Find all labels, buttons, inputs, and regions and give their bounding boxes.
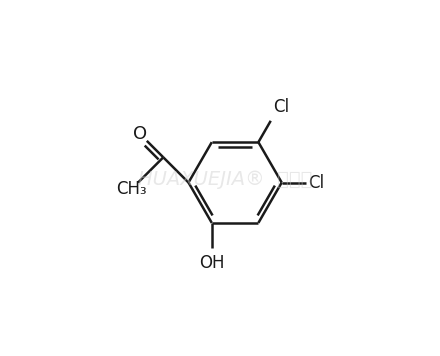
Text: Cl: Cl [273,98,289,116]
Text: Cl: Cl [308,173,325,192]
Text: O: O [133,125,147,143]
Text: CH₃: CH₃ [116,179,147,198]
Text: OH: OH [199,253,224,272]
Text: HUAXUEJIA®  化学加: HUAXUEJIA® 化学加 [138,170,313,189]
